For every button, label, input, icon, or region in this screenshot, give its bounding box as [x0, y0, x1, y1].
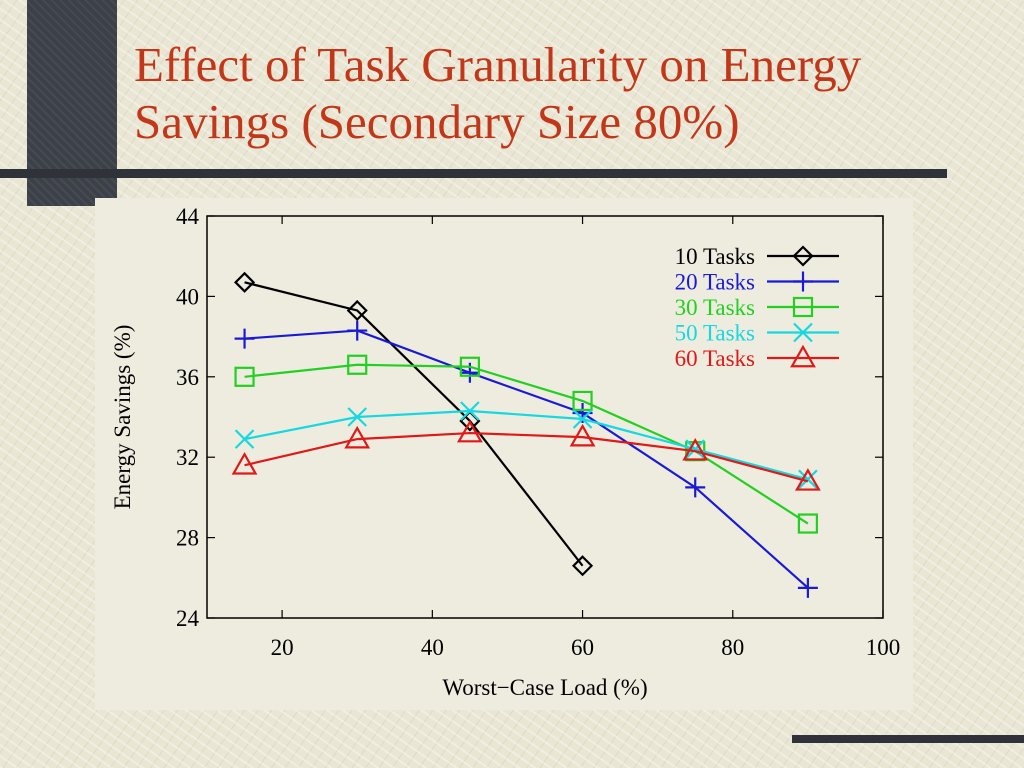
legend-label: 50 Tasks: [675, 321, 755, 346]
data-point: [569, 423, 596, 447]
x-tick-label: 20: [271, 635, 294, 660]
series-1: [233, 271, 594, 577]
x-tick-label: 60: [571, 635, 594, 660]
data-point: [347, 354, 368, 375]
legend-label: 20 Tasks: [675, 270, 755, 295]
series-5: [231, 419, 821, 491]
legend-marker: [793, 322, 813, 343]
data-point: [572, 409, 593, 429]
series-3: [234, 354, 818, 534]
y-tick-label: 44: [176, 204, 200, 229]
series-line: [244, 281, 584, 567]
data-point: [344, 425, 371, 449]
axis-ticks: 20 40 60 80 100 24 28 32 36 40 44: [176, 204, 900, 660]
data-point: [234, 429, 255, 449]
data-point: [231, 452, 258, 475]
y-tick-label: 32: [176, 445, 199, 470]
legend-marker: [793, 271, 813, 292]
data-point: [685, 439, 705, 459]
data-point: [234, 366, 255, 387]
series-4: [234, 401, 818, 490]
y-tick-label: 36: [176, 365, 199, 390]
data-point: [798, 469, 818, 490]
series-layer: [231, 271, 821, 598]
data-point: [346, 299, 368, 322]
slide-title: Effect of Task Granularity on Energy Sav…: [134, 37, 862, 149]
series-line: [244, 431, 809, 483]
data-point: [234, 328, 255, 349]
data-point: [682, 437, 709, 461]
data-point: [797, 577, 818, 598]
footer-divider: [792, 735, 1024, 743]
legend-label: 10 Tasks: [675, 244, 755, 269]
legend-marker: [790, 344, 816, 368]
data-point: [571, 555, 594, 577]
series-line: [244, 409, 809, 481]
data-point: [685, 477, 706, 498]
legend-marker: [792, 296, 814, 318]
series-line: [244, 329, 809, 589]
chart-panel: 20 40 60 80 100 24 28 32 36 40 44 10 Tasks 20 Tasks…: [95, 198, 913, 710]
data-point: [797, 513, 818, 534]
legend-marker: [792, 245, 814, 267]
x-tick-label: 40: [421, 635, 444, 660]
y-axis-label: Energy Savings (%): [110, 325, 135, 510]
series-line: [244, 363, 809, 525]
x-tick-label: 80: [721, 635, 744, 660]
x-axis-label: Worst−Case Load (%): [442, 675, 647, 700]
plot-frame: [206, 215, 884, 619]
legend-label: 60 Tasks: [675, 346, 755, 371]
legend-label: 30 Tasks: [675, 295, 755, 320]
x-tick-label: 100: [866, 635, 901, 660]
data-point: [347, 407, 367, 427]
y-tick-label: 24: [176, 606, 200, 631]
y-tick-label: 28: [176, 526, 199, 551]
y-tick-label: 40: [176, 284, 199, 309]
data-point: [456, 419, 483, 443]
data-point: [460, 401, 480, 421]
data-point: [572, 390, 593, 412]
data-point: [233, 271, 256, 293]
data-point: [347, 320, 368, 341]
data-point: [794, 468, 821, 491]
data-point: [459, 356, 480, 377]
title-divider: [0, 169, 947, 178]
